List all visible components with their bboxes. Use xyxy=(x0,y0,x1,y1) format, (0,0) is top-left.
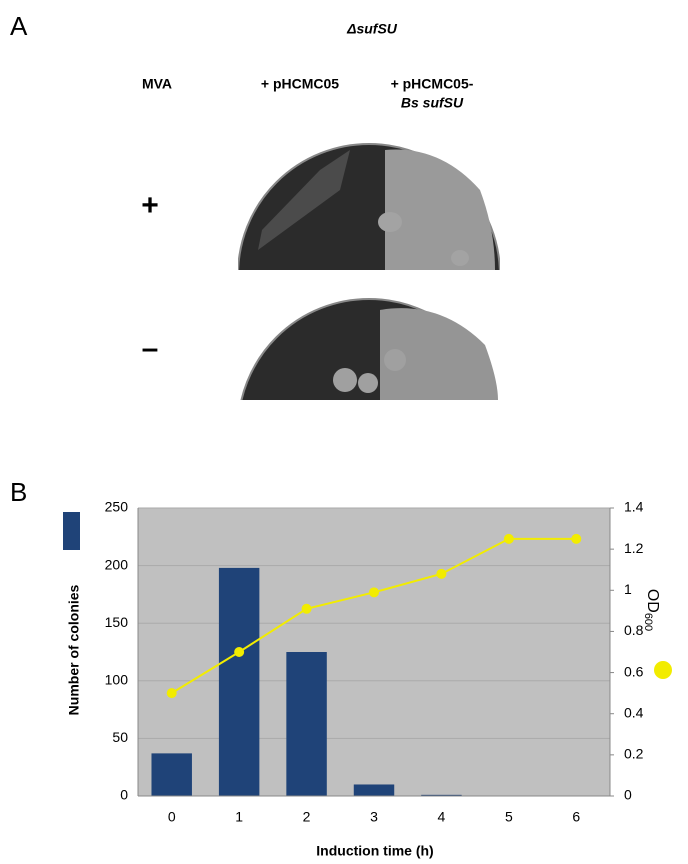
y-tick-label: 50 xyxy=(112,729,128,745)
y2-tick-label: 0.4 xyxy=(624,704,644,720)
y-tick-label: 100 xyxy=(105,672,129,688)
y-tick-label: 200 xyxy=(105,556,129,572)
y2-axis-label-sub: 600 xyxy=(642,613,654,631)
y2-tick-label: 0.8 xyxy=(624,622,644,638)
plate-photo xyxy=(238,290,500,400)
marker xyxy=(166,688,177,699)
column-label: + pHCMC05- xyxy=(391,76,474,92)
y-tick-label: 150 xyxy=(105,614,129,630)
bar xyxy=(151,753,192,796)
x-tick-label: 3 xyxy=(370,809,378,825)
bar xyxy=(421,794,462,796)
y2-tick-label: 1 xyxy=(624,581,632,597)
y2-axis-label: OD600 xyxy=(642,589,661,631)
y-tick-label: 250 xyxy=(105,499,129,515)
plate-photo xyxy=(238,138,500,270)
marker xyxy=(436,568,447,579)
y-tick-label: 0 xyxy=(120,787,128,803)
marker xyxy=(369,587,379,598)
y2-tick-label: 0.2 xyxy=(624,746,644,762)
bar xyxy=(353,784,395,796)
column-label: + pHCMC05 xyxy=(261,76,339,92)
panel-label: B xyxy=(10,477,27,507)
y2-tick-label: 1.4 xyxy=(624,499,644,515)
marker xyxy=(571,533,582,544)
x-tick-label: 4 xyxy=(438,809,446,825)
y2-tick-label: 0 xyxy=(624,787,632,803)
marker xyxy=(301,603,312,614)
y2-tick-label: 1.2 xyxy=(624,540,644,556)
legend-swatch xyxy=(654,661,672,679)
marker xyxy=(234,647,245,657)
x-tick-label: 0 xyxy=(168,809,176,825)
x-axis-label: Induction time (h) xyxy=(316,843,433,859)
x-tick-label: 2 xyxy=(303,809,311,825)
row-label: + xyxy=(141,189,159,222)
plot-area xyxy=(138,508,610,796)
x-tick-label: 1 xyxy=(235,809,243,825)
x-tick-label: 5 xyxy=(505,809,513,825)
column-label: Bs sufSU xyxy=(401,95,464,111)
y-axis-label: Number of colonies xyxy=(66,584,82,715)
y2-axis-label-main: OD xyxy=(644,589,661,613)
x-tick-label: 6 xyxy=(572,809,580,825)
bar xyxy=(218,567,260,796)
y2-tick-label: 0.6 xyxy=(624,663,644,679)
legend-swatch xyxy=(63,512,80,550)
bar xyxy=(286,652,327,796)
row-label: – xyxy=(142,332,159,365)
marker xyxy=(503,533,514,544)
panel-title: ΔsufSU xyxy=(346,21,398,37)
panel-label: A xyxy=(10,11,28,41)
column-label: MVA xyxy=(142,76,172,92)
